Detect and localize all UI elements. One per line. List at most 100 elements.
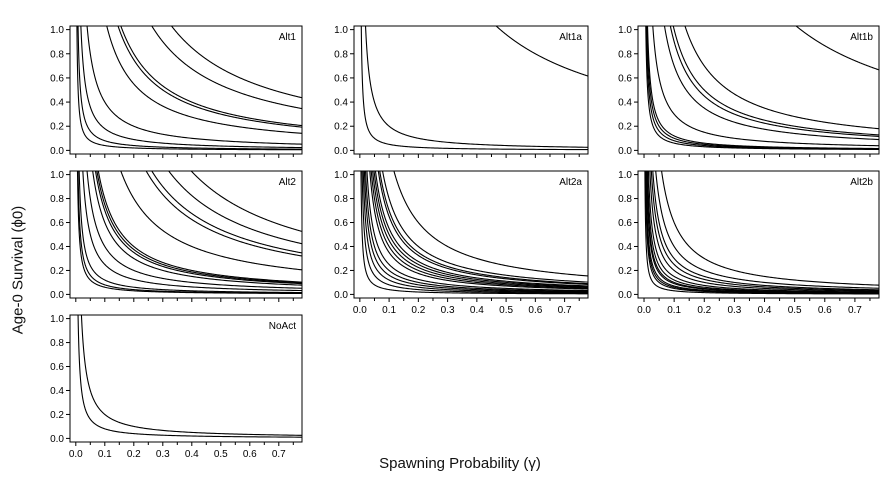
series-line xyxy=(82,171,302,292)
x-tick-label: 0.0 xyxy=(69,449,83,460)
series-line xyxy=(77,171,302,294)
panel-alt1b: 0.0 0.2 0.4 0.6 0.8 1.0 Alt1b xyxy=(618,25,880,158)
series-line xyxy=(96,171,302,284)
series-line xyxy=(646,26,879,150)
y-tick-label: 1.0 xyxy=(334,170,348,181)
series-line xyxy=(76,26,302,151)
series-line xyxy=(86,171,302,289)
y-tick-label: 0.6 xyxy=(618,218,632,229)
panel-label: Alt1b xyxy=(850,32,873,43)
x-tick-label: 0.0 xyxy=(637,305,651,316)
panel-frame xyxy=(637,170,880,299)
series-line xyxy=(372,171,588,289)
y-tick-label: 0.6 xyxy=(334,73,348,84)
y-tick-label: 0.8 xyxy=(334,49,348,60)
series-line xyxy=(369,171,588,290)
curve-group xyxy=(76,26,302,151)
series-line xyxy=(649,171,879,292)
x-tick-label: 0.3 xyxy=(727,305,741,316)
y-tick-label: 0.6 xyxy=(50,218,64,229)
y-tick-label: 0.6 xyxy=(618,73,632,84)
panel-alt2b: 0.0 0.2 0.4 0.6 0.8 1.0 0.0 0.1 0.2 0.3 0.4 0.5 0.6 0… xyxy=(618,170,880,316)
x-tick-label: 0.5 xyxy=(214,449,228,460)
y-tick-label: 0.2 xyxy=(618,266,632,277)
curve-group xyxy=(77,315,302,438)
y-tick-label: 0.0 xyxy=(618,146,632,157)
x-tick-label: 0.4 xyxy=(185,449,199,460)
x-tick-label: 0.6 xyxy=(243,449,257,460)
panel-label: Alt2b xyxy=(850,177,873,188)
series-line xyxy=(364,171,588,292)
series-line xyxy=(360,26,588,151)
y-tick-label: 0.4 xyxy=(334,98,348,109)
x-tick-label: 0.7 xyxy=(848,305,862,316)
series-line xyxy=(106,26,302,134)
series-line xyxy=(364,26,588,148)
series-line xyxy=(652,26,879,147)
panel-frame xyxy=(353,25,589,155)
series-line xyxy=(78,171,302,294)
x-tick-label: 0.6 xyxy=(528,305,542,316)
y-tick-label: 0.0 xyxy=(50,434,64,445)
x-tick-label: 0.4 xyxy=(470,305,484,316)
x-tick-label: 0.1 xyxy=(382,305,396,316)
panel-label: Alt2a xyxy=(559,177,582,188)
x-tick-label: 0.7 xyxy=(272,449,286,460)
series-line xyxy=(361,171,588,294)
x-tick-label: 0.4 xyxy=(758,305,772,316)
series-line xyxy=(652,171,879,291)
y-tick-label: 0.0 xyxy=(334,290,348,301)
y-tick-label: 1.0 xyxy=(50,314,64,325)
series-line xyxy=(366,171,588,292)
series-line xyxy=(650,171,879,292)
panel-frame xyxy=(637,25,880,155)
series-line xyxy=(92,171,302,286)
x-tick-label: 0.1 xyxy=(98,449,112,460)
y-tick-label: 0.0 xyxy=(50,146,64,157)
panel-alt1a: 0.0 0.2 0.4 0.6 0.8 1.0 Alt1a xyxy=(334,25,589,158)
x-tick-label: 0.6 xyxy=(818,305,832,316)
x-tick-label: 0.2 xyxy=(127,449,141,460)
x-axis-label: Spawning Probability (γ) xyxy=(379,455,541,472)
y-tick-label: 0.2 xyxy=(618,122,632,133)
series-line xyxy=(370,171,588,289)
y-tick-label: 0.8 xyxy=(618,194,632,205)
x-tick-label: 0.5 xyxy=(788,305,802,316)
panel-frame xyxy=(69,170,303,299)
y-tick-label: 1.0 xyxy=(50,25,64,36)
series-line xyxy=(646,26,879,150)
y-tick-label: 0.4 xyxy=(50,242,64,253)
y-tick-label: 0.2 xyxy=(50,410,64,421)
series-line xyxy=(644,171,879,295)
series-line xyxy=(151,171,302,254)
y-tick-label: 0.8 xyxy=(334,194,348,205)
series-line xyxy=(495,26,588,77)
series-line xyxy=(645,26,879,150)
series-line xyxy=(168,171,302,245)
series-line xyxy=(86,26,302,145)
panel-frame xyxy=(69,314,303,443)
x-tick-label: 0.2 xyxy=(697,305,711,316)
y-tick-label: 0.4 xyxy=(50,98,64,109)
series-line xyxy=(151,26,302,110)
panel-alt2a: 0.0 0.2 0.4 0.6 0.8 1.0 0.0 0.1 0.2 0.3 0.4 0.5 0.6 0… xyxy=(334,170,589,316)
y-tick-label: 0.2 xyxy=(334,122,348,133)
x-tick-label: 0.0 xyxy=(353,305,367,316)
series-line xyxy=(77,26,302,150)
panel-label: Alt2 xyxy=(279,177,297,188)
series-line xyxy=(120,26,302,127)
series-line xyxy=(360,171,588,295)
series-line xyxy=(373,171,588,288)
series-line xyxy=(117,26,302,128)
series-line xyxy=(795,26,879,71)
y-tick-label: 1.0 xyxy=(618,170,632,181)
series-line xyxy=(374,171,588,287)
series-line xyxy=(145,171,302,257)
y-tick-label: 0.0 xyxy=(50,290,64,301)
series-line xyxy=(94,171,302,285)
y-tick-label: 0.4 xyxy=(618,98,632,109)
y-tick-label: 0.4 xyxy=(334,242,348,253)
series-line xyxy=(645,171,879,294)
series-line xyxy=(171,26,302,99)
